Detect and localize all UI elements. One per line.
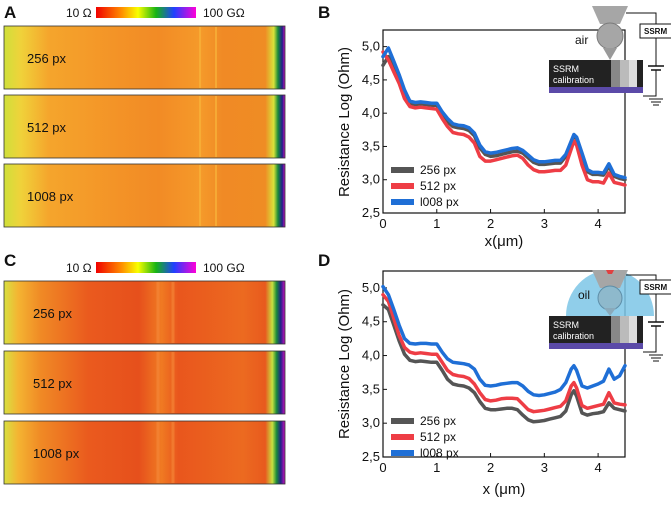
ytick-label: 3,0 (362, 172, 380, 187)
ssrm-map-a-1008 (3, 163, 286, 228)
series-line-b-2 (381, 46, 627, 180)
xtick-label: 4 (594, 216, 601, 231)
map-a-label-256: 256 px (27, 51, 67, 66)
series-line-b-1 (381, 50, 627, 187)
ssrm-map-a-512 (3, 94, 286, 159)
svg-text:B: B (318, 3, 330, 22)
map-c-label-256: 256 px (33, 306, 73, 321)
colorbar-c-max-label: 100 GΩ (203, 261, 245, 275)
inset-b-probe-tip (596, 22, 624, 50)
chart-b-ticks: 2,5 3,0 3,5 4,0 4,5 5,0 0 1 2 3 4 (362, 39, 602, 231)
xtick-label: 0 (379, 216, 386, 231)
legend-d-1008-label: l008 px (420, 446, 459, 460)
ytick-label: 5,0 (362, 280, 380, 295)
chart-b-frame (382, 29, 626, 214)
ytick-label: 5,0 (362, 39, 380, 54)
ytick-label: 4,0 (362, 105, 380, 120)
inset-b-probe-apex (603, 48, 617, 60)
inset-b-ssrm-label: SSRM (644, 27, 667, 36)
chart-d-legend: 256 px 512 px l008 px (391, 414, 459, 460)
ytick-label: 2,5 (362, 205, 380, 220)
inset-d-substrate (549, 343, 643, 349)
chart-d-xlabel: x (μm) (483, 481, 526, 498)
legend-b-512-label: 512 px (420, 179, 456, 193)
map-a-label-512: 512 px (27, 120, 67, 135)
colorbar-c-min-label: 10 Ω (66, 261, 92, 275)
inset-d-calib-line1: SSRM (553, 320, 579, 330)
legend-b-256-label: 256 px (420, 163, 456, 177)
inset-b-substrate (549, 87, 643, 93)
xtick-label: 0 (379, 460, 386, 475)
inset-d-schematic: SSRM calibration oil SSRM (549, 270, 671, 362)
inset-d-ssrm-label: SSRM (644, 283, 667, 292)
xtick-label: 2 (487, 460, 494, 475)
legend-d-256-label: 256 px (420, 414, 456, 428)
panel-b-chart: B 2,5 3,0 3,5 4,0 4,5 5,0 0 1 2 3 4 Resistance Log… (318, 3, 671, 250)
xtick-label: 2 (487, 216, 494, 231)
inset-b-medium-label: air (575, 33, 588, 47)
xtick-label: 1 (433, 460, 440, 475)
map-a-label-1008: 1008 px (27, 189, 74, 204)
panel-a: A 10 Ω 100 GΩ 256 px 512 px 1008 px (3, 3, 286, 228)
chart-b-legend: 256 px 512 px l008 px (391, 163, 459, 209)
map-c-label-512: 512 px (33, 376, 73, 391)
inset-b-schematic: SSRM calibration air SSRM (549, 6, 671, 106)
ytick-label: 2,5 (362, 449, 380, 464)
panel-c: C 10 Ω 100 GΩ 256 px 512 px 1008 px (3, 251, 286, 485)
ytick-label: 4,5 (362, 314, 380, 329)
legend-d-512-label: 512 px (420, 430, 456, 444)
series-line-d-0 (381, 303, 627, 424)
ssrm-map-c-1008 (3, 420, 286, 485)
inset-b-calib-line1: SSRM (553, 64, 579, 74)
ssrm-map-c-256 (3, 280, 286, 345)
legend-b-1008-label: l008 px (420, 195, 459, 209)
xtick-label: 4 (594, 460, 601, 475)
map-c-label-1008: 1008 px (33, 446, 80, 461)
inset-d-probe-holder (592, 270, 628, 288)
ssrm-map-a-256 (3, 25, 286, 90)
colorbar-c (96, 262, 196, 273)
series-line-d-2 (381, 284, 627, 398)
ytick-label: 4,0 (362, 348, 380, 363)
inset-b-calib-line2: calibration (553, 75, 594, 85)
colorbar-a-min-label: 10 Ω (66, 6, 92, 20)
xtick-label: 1 (433, 216, 440, 231)
colorbar-a (96, 7, 196, 18)
inset-d-probe-apex (604, 308, 616, 316)
panel-d-chart: D 2,5 3,0 3,5 4,0 4,5 5,0 0 1 2 3 4 Resistance Log… (318, 251, 671, 498)
inset-d-medium-label: oil (578, 288, 590, 302)
chart-b-xlabel: x(μm) (485, 233, 524, 250)
inset-d-calib-line2: calibration (553, 331, 594, 341)
xtick-label: 3 (541, 216, 548, 231)
panel-c-label: C (4, 251, 16, 270)
map-a-stripes (199, 27, 217, 226)
colorbar-a-max-label: 100 GΩ (203, 6, 245, 20)
svg-text:D: D (318, 251, 330, 270)
ytick-label: 3,5 (362, 138, 380, 153)
map-c-stripes (156, 282, 175, 483)
chart-d-ticks: 2,5 3,0 3,5 4,0 4,5 5,0 0 1 2 3 4 (362, 280, 602, 475)
ytick-label: 3,0 (362, 415, 380, 430)
chart-b-ylabel: Resistance Log (Ohm) (336, 47, 353, 197)
chart-d-ylabel: Resistance Log (Ohm) (336, 289, 353, 439)
ytick-label: 4,5 (362, 72, 380, 87)
chart-b-series (381, 46, 627, 187)
chart-d-series (381, 284, 627, 424)
series-line-d-1 (381, 292, 627, 414)
xtick-label: 3 (541, 460, 548, 475)
ssrm-map-c-512 (3, 350, 286, 415)
inset-d-probe-tip (597, 285, 623, 311)
panel-a-label: A (4, 3, 16, 22)
ytick-label: 3,5 (362, 381, 380, 396)
inset-b-probe-holder (592, 6, 628, 24)
